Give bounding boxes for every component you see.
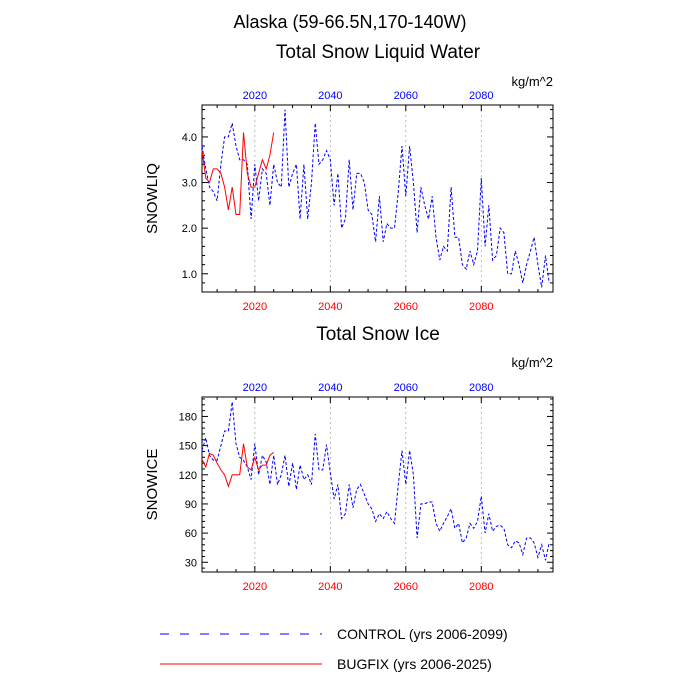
snowice-units: kg/m^2 <box>511 355 553 370</box>
snowice-xtick-label-bottom: 2080 <box>469 581 493 593</box>
snowice-xtick-label-top: 2040 <box>318 382 342 394</box>
snowliq-frame <box>201 104 554 293</box>
snowice-xtick-label-top: 2080 <box>469 382 493 394</box>
snowice-xtick-label-bottom: 2060 <box>394 581 418 593</box>
snowice-ytick-label: 30 <box>185 557 197 569</box>
snowliq-xtick-label-bottom: 2060 <box>394 301 418 313</box>
snowice-ylabel: SNOWICE <box>144 449 161 521</box>
snowliq-ytick-label: 4.0 <box>182 132 197 144</box>
snowliq-xtick-label-top: 2040 <box>318 90 342 102</box>
snowliq-xtick-label-top: 2020 <box>243 90 267 102</box>
legend: CONTROL (yrs 2006-2099) BUGFIX (yrs 2006… <box>160 626 508 672</box>
snowliq-xtick-label-top: 2060 <box>394 90 418 102</box>
snowice-frame <box>201 396 554 573</box>
snowice-control-line <box>201 401 550 561</box>
snowliq-xtick-label-top: 2080 <box>469 90 493 102</box>
snowice-xtick-label-top: 2060 <box>394 382 418 394</box>
snowliq-xtick-label-bottom: 2040 <box>318 301 342 313</box>
snowliq-title: Total Snow Liquid Water <box>276 42 481 63</box>
snowliq-panel: Total Snow Liquid Water kg/m^2 2020 2020 204… <box>144 42 554 313</box>
snowliq-units: kg/m^2 <box>511 74 553 89</box>
snowice-title: Total Snow Ice <box>316 324 440 345</box>
snowice-xtick-label-bottom: 2020 <box>243 581 267 593</box>
snowliq-ytick-label: 2.0 <box>182 223 197 235</box>
snowice-bugfix-line <box>201 443 275 489</box>
snowice-xtick-label-top: 2020 <box>243 382 267 394</box>
snowliq-control-line <box>201 109 550 288</box>
snowice-ytick-label: 120 <box>179 470 197 482</box>
snowliq-bugfix-line <box>201 132 275 215</box>
figure-title: Alaska (59-66.5N,170-140W) <box>233 12 466 32</box>
snowice-ytick-label: 180 <box>179 411 197 423</box>
snowice-ytick-label: 90 <box>185 499 197 511</box>
snowice-ytick-label: 60 <box>185 528 197 540</box>
snowice-ytick-label: 150 <box>179 441 197 453</box>
snowliq-xtick-label-bottom: 2080 <box>469 301 493 313</box>
snowliq-ylabel: SNOWLIQ <box>144 163 161 234</box>
snowliq-xtick-label-bottom: 2020 <box>243 301 267 313</box>
legend-bugfix-label: BUGFIX (yrs 2006-2025) <box>337 656 492 672</box>
snowice-panel: Total Snow Ice kg/m^2 2020 2020 2040 2040 2060… <box>144 324 554 593</box>
snowliq-ytick-label: 3.0 <box>182 178 197 190</box>
legend-control-label: CONTROL (yrs 2006-2099) <box>337 626 508 642</box>
snowice-xtick-label-bottom: 2040 <box>318 581 342 593</box>
snowliq-ytick-label: 1.0 <box>182 269 197 281</box>
